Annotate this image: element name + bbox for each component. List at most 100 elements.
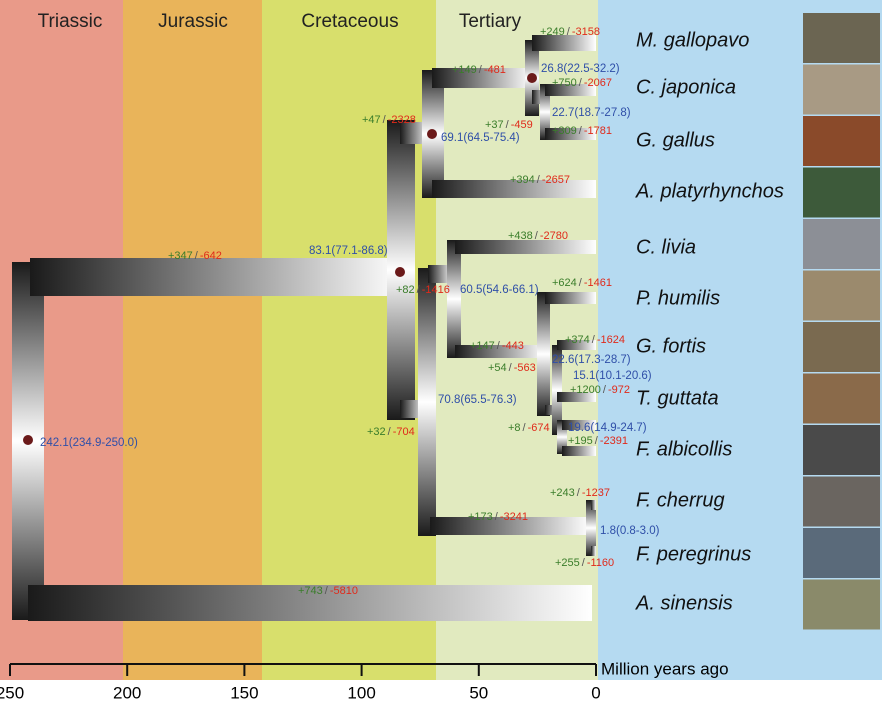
species-photo (803, 373, 880, 424)
separator: / (579, 277, 583, 289)
period-label: Cretaceous (301, 11, 398, 32)
period-label: Triassic (38, 11, 103, 32)
gene-gain: +438 (508, 230, 533, 242)
species-name: F. peregrinus (636, 543, 751, 565)
period-label: Jurassic (158, 11, 228, 32)
species-name: C. japonica (636, 76, 736, 98)
gene-change-label: +374/-1624 (565, 334, 625, 346)
gene-gain: +82 (396, 284, 415, 296)
separator: / (592, 334, 596, 346)
gene-change-label: +54/-563 (488, 362, 536, 374)
branch (418, 268, 436, 536)
branch (562, 420, 596, 430)
branch (540, 84, 550, 140)
branch (557, 420, 567, 454)
species-photo (803, 64, 880, 115)
species-name: F. cherrug (636, 489, 725, 511)
tree (12, 13, 880, 630)
gene-change-label: +309/-1781 (552, 125, 612, 137)
gene-loss: -1237 (582, 487, 610, 499)
node-age: 26.8(22.5-32.2) (541, 63, 620, 75)
separator: / (325, 585, 329, 597)
gene-change-label: +1200/-972 (570, 384, 630, 396)
branch (586, 500, 596, 556)
branch (28, 585, 592, 621)
separator: / (579, 125, 583, 137)
labels: Triassic Jurassic Cretaceous Tertiary M. gal… (38, 11, 784, 614)
branch (591, 500, 596, 510)
gene-gain: +149 (452, 64, 477, 76)
node-age: 242.1(234.9-250.0) (40, 437, 138, 449)
branch (557, 392, 596, 402)
gene-gain: +255 (555, 557, 580, 569)
separator: / (506, 119, 510, 131)
separator: / (383, 114, 387, 126)
species-name: G. fortis (636, 335, 706, 357)
gene-gain: +624 (552, 277, 577, 289)
separator: / (497, 340, 501, 352)
period-band (123, 0, 262, 680)
separator: / (535, 230, 539, 242)
separator: / (417, 284, 421, 296)
gene-gain: +394 (510, 174, 535, 186)
node-age: 15.1(10.1-20.6) (573, 370, 652, 382)
species-photo (803, 476, 880, 527)
tick-label: 200 (113, 683, 141, 702)
branch (447, 240, 461, 358)
gene-gain: +147 (470, 340, 495, 352)
gene-gain: +47 (362, 114, 381, 126)
gene-gain: +54 (488, 362, 507, 374)
species-photo (803, 13, 880, 63)
branch (30, 258, 402, 296)
separator: / (195, 250, 199, 262)
branch (537, 292, 550, 416)
gene-change-label: +195/-2391 (568, 435, 628, 447)
separator: / (579, 77, 583, 89)
calibration-node (527, 73, 537, 83)
gene-gain: +347 (168, 250, 193, 262)
gene-loss: -1781 (584, 125, 612, 137)
species-name: C. livia (636, 236, 696, 258)
gene-change-label: +750/-2067 (552, 77, 612, 89)
gene-change-label: +743/-5810 (298, 585, 358, 597)
separator: / (567, 26, 571, 38)
gene-loss: -1416 (422, 284, 450, 296)
gene-gain: +195 (568, 435, 593, 447)
gene-change-label: +438/-2780 (508, 230, 568, 242)
node-age: 22.7(18.7-27.8) (552, 107, 631, 119)
gene-loss: -459 (511, 119, 533, 131)
gene-gain: +309 (552, 125, 577, 137)
separator: / (582, 557, 586, 569)
gene-loss: -2067 (584, 77, 612, 89)
node-age: 70.8(65.5-76.3) (438, 394, 517, 406)
branch (557, 340, 596, 350)
gene-loss: -3158 (572, 26, 600, 38)
tick-label: 150 (230, 683, 258, 702)
node-age: 1.8(0.8-3.0) (600, 525, 660, 537)
species-photo (803, 219, 880, 269)
gene-gain: +243 (550, 487, 575, 499)
tick-label: 50 (469, 683, 488, 702)
node-age: 60.5(54.6-66.1) (460, 284, 539, 296)
gene-loss: -443 (502, 340, 524, 352)
gene-gain: +32 (367, 426, 386, 438)
gene-gain: +1200 (570, 384, 601, 396)
gene-change-label: +347/-642 (168, 250, 222, 262)
gene-loss: -1461 (584, 277, 612, 289)
gene-loss: -2391 (600, 435, 628, 447)
separator: / (509, 362, 513, 374)
gene-change-label: +47/-2328 (362, 114, 416, 126)
gene-gain: +173 (468, 511, 493, 523)
species-photo (803, 579, 880, 630)
species-name: G. gallus (636, 129, 715, 151)
gene-loss: -704 (393, 426, 415, 438)
axis-label: Million years ago (601, 659, 729, 678)
separator: / (603, 384, 607, 396)
gene-change-label: +82/-1416 (396, 284, 450, 296)
species-photo (803, 270, 880, 321)
gene-loss: -972 (608, 384, 630, 396)
branch (432, 180, 596, 198)
period-label: Tertiary (459, 11, 522, 32)
